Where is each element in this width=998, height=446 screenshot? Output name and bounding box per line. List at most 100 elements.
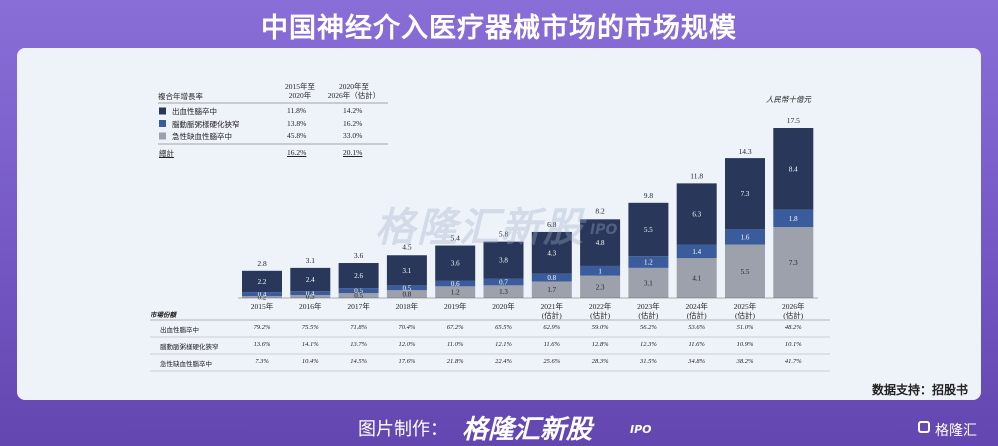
brand-suffix: IPO xyxy=(630,423,652,436)
share-row-label: 出血性腦卒中 xyxy=(160,327,199,334)
share-value: 25.6% xyxy=(543,358,561,365)
brand: 格隆汇新股 xyxy=(462,415,593,445)
share-value: 62.9% xyxy=(543,324,561,331)
share-value: 51.0% xyxy=(736,324,754,331)
segment-label: 2.6 xyxy=(354,272,363,280)
total-label: 5.8 xyxy=(499,230,509,239)
legend-label: 急性缺血性腦卒中 xyxy=(172,132,232,141)
share-value: 34.8% xyxy=(688,358,706,365)
page-title: 中国神经介入医疗器械市场的市场规模 xyxy=(261,13,737,44)
cagr-value: 16.2% xyxy=(343,118,363,128)
total-label: 8.2 xyxy=(595,206,605,215)
segment-label: 1.2 xyxy=(451,289,460,297)
segment-label: 2.4 xyxy=(306,276,315,284)
share-value: 21.8% xyxy=(446,358,464,365)
share-value: 14.5% xyxy=(350,358,367,365)
share-value: 10.1% xyxy=(784,341,802,348)
x-tick-label: 2015年 xyxy=(250,302,274,311)
x-tick-label: 2024年 (估計) xyxy=(685,302,708,320)
unit-label: 人民幣十億元 xyxy=(766,95,811,104)
cagr-total-label: 總計 xyxy=(159,149,174,158)
bar-segment xyxy=(725,229,765,245)
segment-label: 0.2 xyxy=(258,294,267,302)
share-value: 11.6% xyxy=(688,341,705,348)
share-value: 56.2% xyxy=(639,324,657,331)
bar-segment xyxy=(580,265,621,276)
bar-segment xyxy=(580,275,621,298)
segment-label: 0.5 xyxy=(354,292,363,300)
bar-segment xyxy=(676,183,717,245)
segment-label: 0.8 xyxy=(403,291,412,299)
share-title: 市場份額 xyxy=(150,312,176,319)
share-value: 65.5% xyxy=(495,324,512,331)
share-value: 70.4% xyxy=(398,324,416,331)
x-tick-label: 2018年 xyxy=(395,302,419,311)
bar-segment xyxy=(725,158,765,230)
logo: 格隆汇 xyxy=(935,423,977,439)
total-label: 11.8 xyxy=(690,171,703,180)
bar-segment xyxy=(338,288,379,294)
cagr-header: 2020年至 2026年（估計） xyxy=(327,82,381,100)
bar-segment xyxy=(386,285,427,291)
bar-segment xyxy=(290,295,331,298)
share-value: 13.7% xyxy=(350,341,367,348)
share-value: 53.6% xyxy=(688,324,706,331)
share-value: 12.3% xyxy=(639,341,657,348)
total-label: 3.6 xyxy=(354,251,364,260)
chart-card xyxy=(17,48,981,400)
bar-segment xyxy=(483,278,524,286)
bar-segment xyxy=(386,255,427,286)
segment-label: 8.4 xyxy=(789,165,798,173)
share-value: 10.9% xyxy=(736,341,754,348)
cagr-total: 20.1% xyxy=(343,148,363,157)
bar-segment xyxy=(290,291,331,296)
share-value: 28.3% xyxy=(591,358,609,365)
bar-segment xyxy=(483,285,524,298)
share-value: 71.8% xyxy=(350,324,367,331)
bar-segment xyxy=(773,209,814,228)
share-value: 12.1% xyxy=(495,341,512,348)
bar-segment xyxy=(242,296,282,298)
share-row-label: 腦動脈粥樣硬化狹窄 xyxy=(160,344,219,351)
segment-label: 1.6 xyxy=(741,233,750,241)
share-value: 12.8% xyxy=(591,341,609,348)
bar-segment xyxy=(676,244,717,259)
segment-label: 1.2 xyxy=(644,259,653,267)
share-value: 14.1% xyxy=(301,341,319,348)
share-value: 41.7% xyxy=(784,358,802,365)
bar-segment xyxy=(386,290,427,298)
share-value: 22.4% xyxy=(495,358,512,365)
share-value: 12.0% xyxy=(398,341,416,348)
legend-swatch xyxy=(159,120,166,127)
total-label: 2.8 xyxy=(257,259,267,268)
total-label: 6.8 xyxy=(547,220,557,229)
segment-label: 5.5 xyxy=(644,226,653,234)
bar-segment xyxy=(580,219,621,266)
bar-segment xyxy=(725,244,765,298)
segment-label: 1 xyxy=(598,267,602,275)
cagr-value: 13.8% xyxy=(287,118,307,128)
legend-swatch xyxy=(159,132,166,140)
segment-label: 1.8 xyxy=(789,215,798,223)
watermark: 格隆汇新股 xyxy=(375,205,585,251)
legend-label: 腦動脈粥樣硬化狹窄 xyxy=(172,119,240,129)
bar-segment xyxy=(628,267,669,298)
bar-segment xyxy=(338,293,379,298)
segment-label: 0.3 xyxy=(306,293,315,301)
share-value: 67.2% xyxy=(446,324,464,331)
share-value: 17.6% xyxy=(398,358,416,365)
bar-segment xyxy=(338,263,379,289)
legend-swatch xyxy=(159,107,166,115)
bar-segment xyxy=(435,245,476,281)
cagr-header: 2015年至 2020年 xyxy=(285,82,315,100)
share-value: 11.0% xyxy=(447,341,464,348)
share-value: 48.2% xyxy=(784,324,802,331)
share-value: 38.2% xyxy=(736,358,754,365)
source: 数据支持：招股书 xyxy=(871,383,968,397)
bar-segment xyxy=(531,273,572,282)
segment-label: 1.4 xyxy=(692,248,701,256)
bar-segment xyxy=(531,281,572,298)
bar-segment xyxy=(435,286,476,298)
segment-label: 3.1 xyxy=(644,279,653,287)
bar-segment xyxy=(435,280,476,287)
